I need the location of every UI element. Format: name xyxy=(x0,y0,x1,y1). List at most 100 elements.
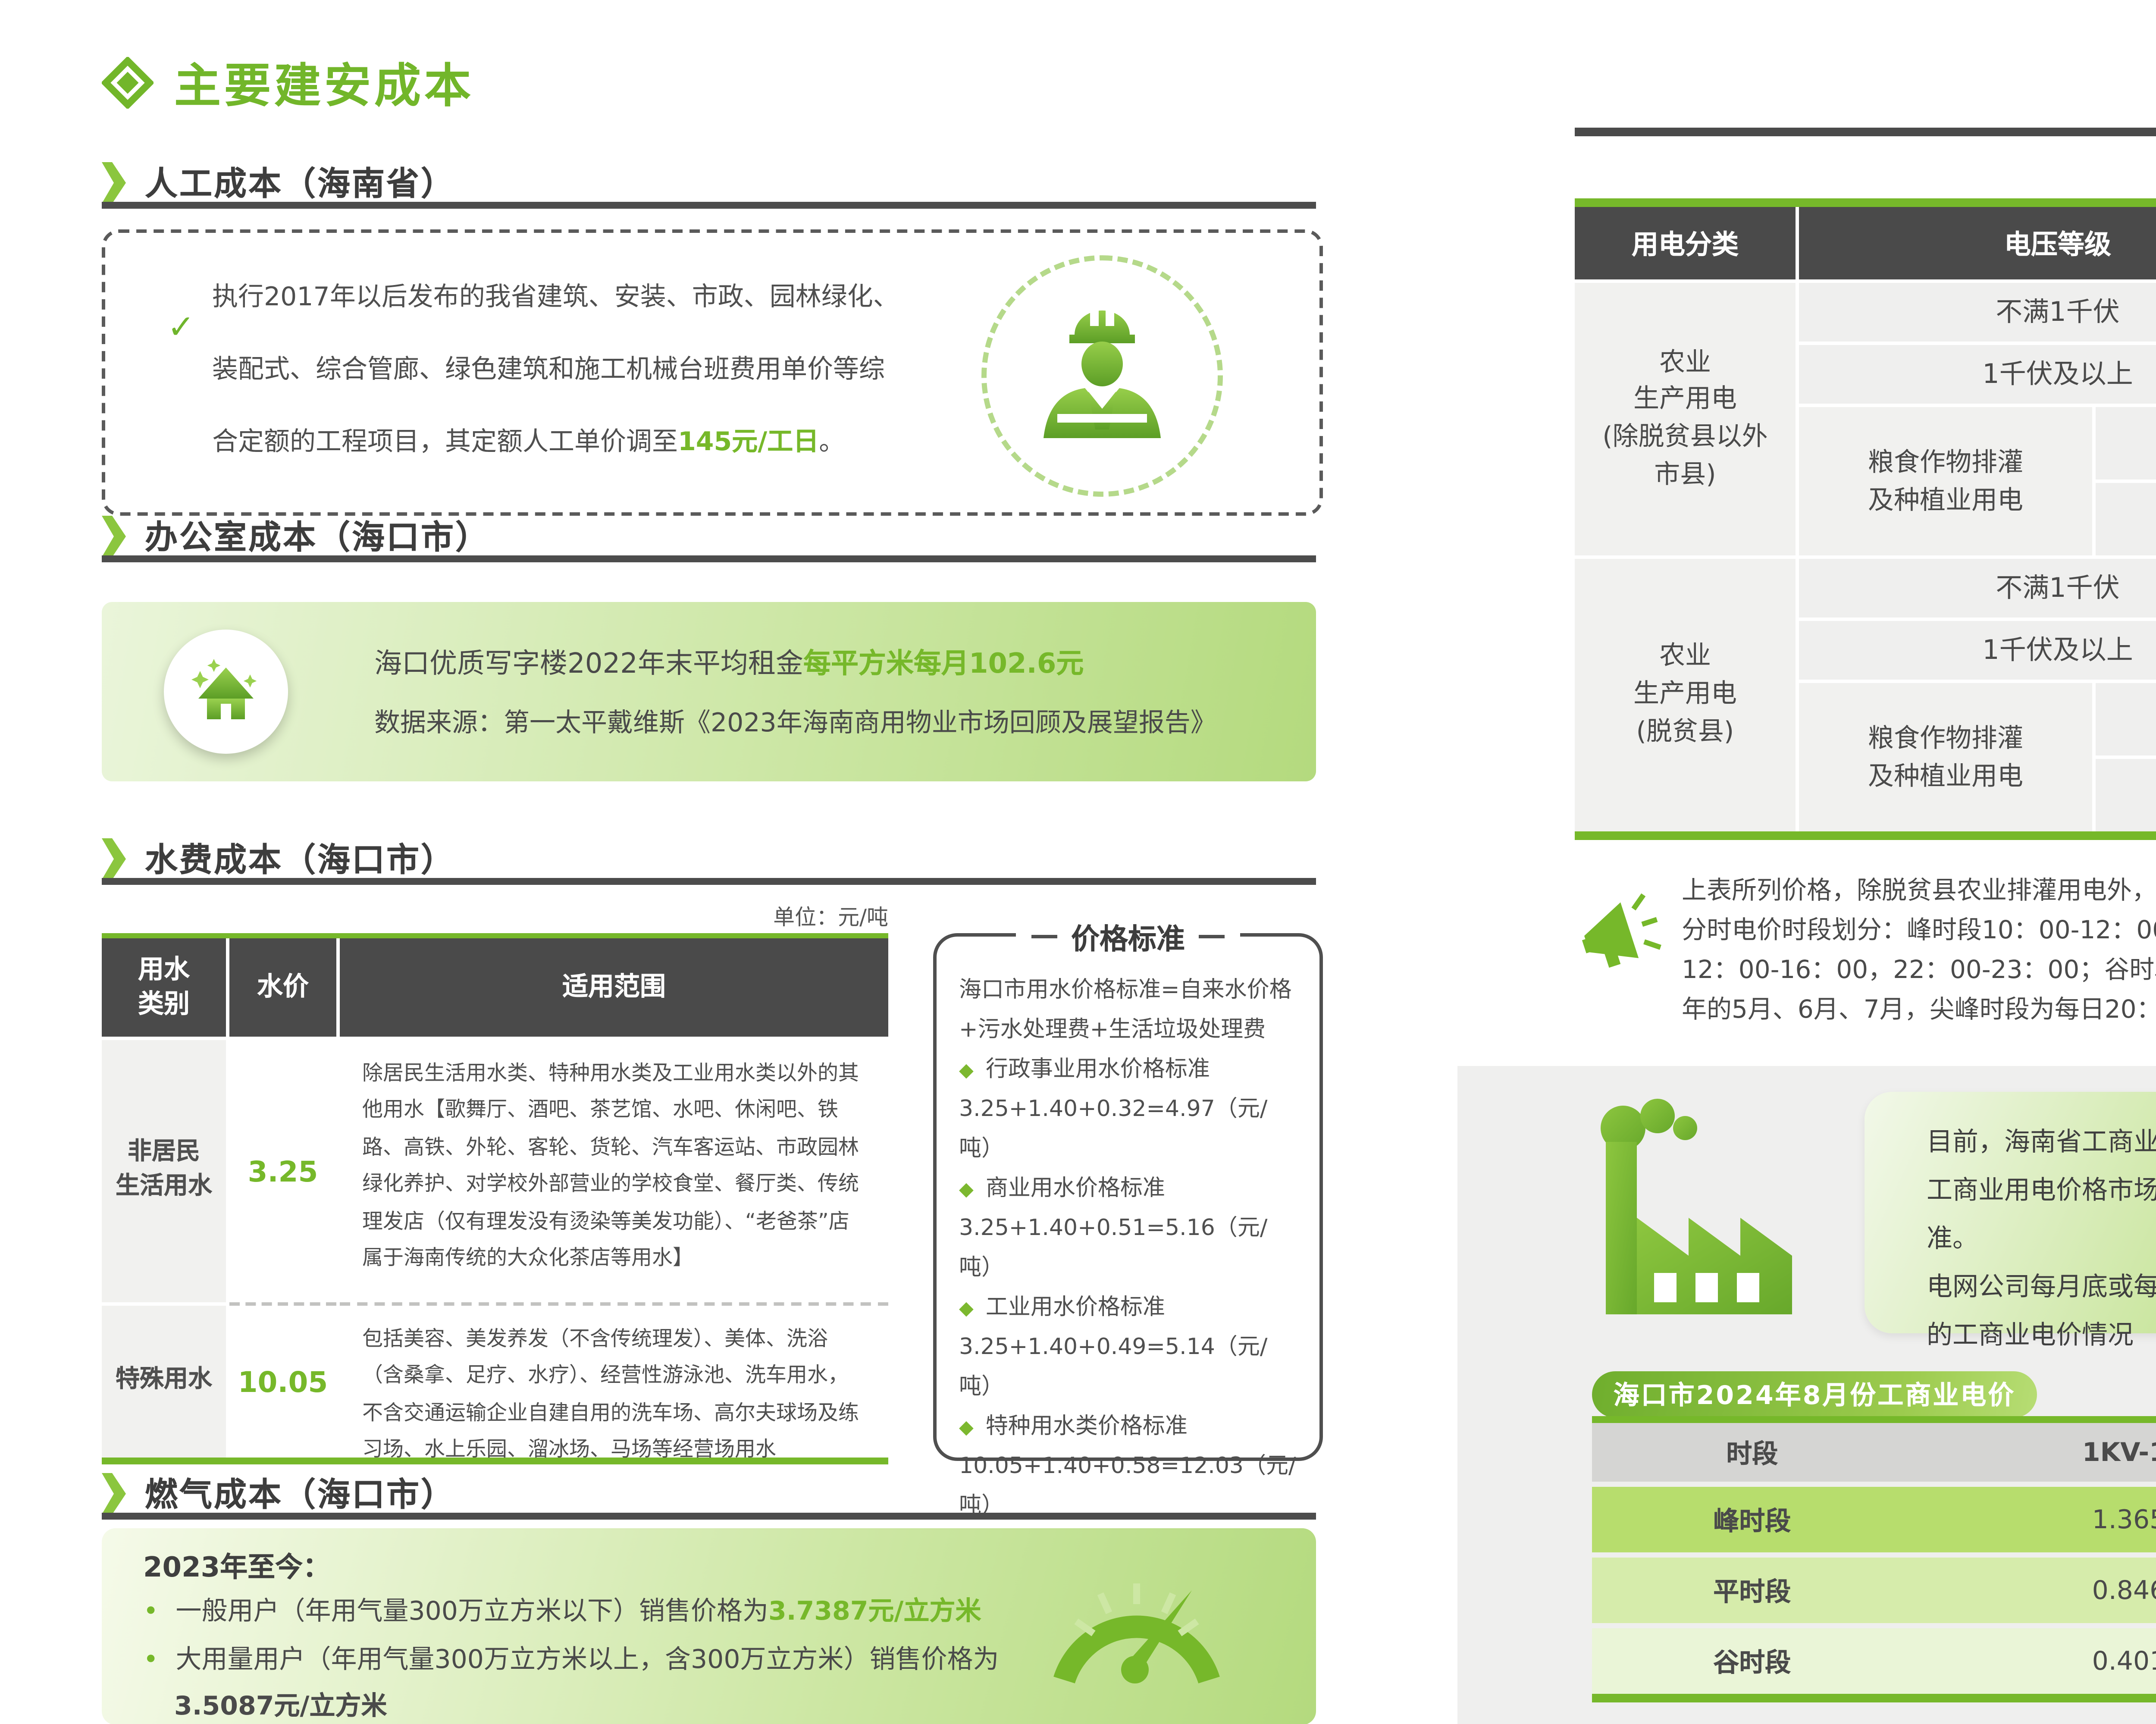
price-standard-box: 价格标准 海口市用水价格标准=自来水价格+污水处理费+生活垃圾处理费 ◆ 行政事业… xyxy=(933,916,1323,1520)
period-cell: 峰时段 xyxy=(1713,1505,1791,1536)
august-unit-label: 单位：元/千瓦时 xyxy=(2066,1385,2156,1418)
electric-subcategory-cell: 粮食作物排灌 及种植业用电 xyxy=(1799,407,2092,555)
office-rent-prefix: 海口优质写字楼2022年末平均租金 xyxy=(374,647,803,680)
water-col-header: 适用范围 xyxy=(340,938,888,1037)
electric-voltage-cell: 不满1千伏 xyxy=(1799,559,2156,618)
section-office-header: 办公室成本（海口市） xyxy=(102,512,490,559)
page-title: 主要建安成本 xyxy=(174,60,474,114)
price-standard-item: ◆ 行政事业用水价格标准 xyxy=(959,1050,1297,1090)
diamond-bullet-icon: ◆ xyxy=(959,1297,974,1320)
electric-price-table: 用电分类 电压等级 电度电价 农业 生产用电 (除脱贫县以外 市县) 不满1千伏… xyxy=(1575,198,2156,840)
construction-worker-icon xyxy=(1044,310,1161,438)
water-unit-label: 单位：元/吨 xyxy=(773,904,888,930)
water-price-table: 用水 类别 水价 适用范围 非居民 生活用水 3.25 除居民生活用水类、特种用… xyxy=(102,933,888,1464)
water-row-category: 非居民 生活用水 xyxy=(102,1040,226,1302)
diamond-bullet-icon: ◆ xyxy=(959,1416,974,1439)
water-row-price: 10.05 xyxy=(229,1306,336,1458)
office-cost-card: 海口优质写字楼2022年末平均租金每平方米每月102.6元 数据来源：第一太平戴… xyxy=(102,602,1316,781)
section-labor-underline xyxy=(102,202,1316,209)
megaphone-icon xyxy=(1582,893,1661,968)
section-office-underline xyxy=(102,555,1316,562)
period-cell: 谷时段 xyxy=(1713,1646,1791,1677)
chevron-right-icon xyxy=(102,515,126,556)
labor-rate-highlight: 145元/工日 xyxy=(678,426,819,457)
price-cell: 1.365414 xyxy=(2092,1504,2156,1535)
diamond-bullet-icon: ◆ xyxy=(959,1059,974,1081)
water-col-header: 水价 xyxy=(229,938,336,1037)
gas-bullet-1: • 一般用户（年用气量300万立方米以下）销售价格为3.7387元/立方米 xyxy=(143,1592,981,1628)
market-price-text: 目前，海南省工商业用电价格从2021年10月15日起实行市场化电价。 工商业用电… xyxy=(1927,1126,2156,1351)
megaphone-icon-wrap xyxy=(1580,887,1663,983)
august-table-bottomline xyxy=(1592,1694,2156,1702)
section-labor-header: 人工成本（海南省） xyxy=(102,159,455,205)
house-icon-circle xyxy=(164,630,288,754)
section-water-header: 水费成本（海口市） xyxy=(102,835,455,881)
gas-bullet-1-highlight: 3.7387元/立方米 xyxy=(768,1595,981,1627)
gas-intro: 2023年至今： xyxy=(143,1551,331,1583)
gas-bullet-2-text: 大用量用户（年用气量300万立方米以上，含300万立方米）销售价格为 xyxy=(175,1644,999,1675)
section-water-underline xyxy=(102,878,1316,885)
labor-info-box: ✓ 执行2017年以后发布的我省建筑、安装、市政、园林绿化、 装配式、综合管廊、… xyxy=(102,229,1323,516)
price-standard-formula: 3.25+1.40+0.32=4.97（元/吨） xyxy=(959,1097,1268,1163)
gas-cost-card: 2023年至今： • 一般用户（年用气量300万立方米以下）销售价格为3.7387… xyxy=(102,1528,1316,1724)
august-col-header: 时段 xyxy=(1726,1438,1778,1469)
water-row-scope: 除居民生活用水类、特种用水类及工业用水类以外的其他用水【歌舞厅、酒吧、茶艺馆、水… xyxy=(340,1040,888,1306)
electric-voltage-cell: 1千伏 及以上 xyxy=(2096,483,2156,555)
price-standard-formula: 3.25+1.40+0.51=5.16（元/吨） xyxy=(959,1216,1268,1282)
water-col-header: 用水 类别 xyxy=(102,938,226,1037)
labor-text-body: 执行2017年以后发布的我省建筑、安装、市政、园林绿化、 装配式、综合管廊、绿色… xyxy=(212,281,899,457)
electric-voltage-cell: 1千伏及以上 xyxy=(1799,621,2156,680)
electric-col-header: 电压等级 xyxy=(1799,207,2156,279)
water-row-price: 3.25 xyxy=(229,1040,336,1306)
chevron-right-icon xyxy=(102,837,126,879)
electric-table-grid: 用电分类 电压等级 电度电价 农业 生产用电 (除脱贫县以外 市县) 不满1千伏… xyxy=(1575,198,2156,840)
august-table-row-peak: 峰时段 1.365414 1.404684 xyxy=(1592,1487,2156,1552)
diamond-bullet-icon: ◆ xyxy=(959,1178,974,1201)
electric-voltage-cell: 1千伏及以上 xyxy=(1799,345,2156,404)
market-price-card: 目前，海南省工商业用电价格从2021年10月15日起实行市场化电价。 工商业用电… xyxy=(1865,1092,2156,1351)
dot-bullet-icon: • xyxy=(143,1644,159,1675)
gauge-icon-wrap xyxy=(1047,1545,1226,1694)
price-standard-label: 工业用水价格标准 xyxy=(985,1295,1165,1321)
price-standard-label: 商业用水价格标准 xyxy=(985,1176,1165,1202)
price-standard-item: ◆ 特种用水类价格标准 xyxy=(959,1407,1297,1447)
august-table-label: 海口市2024年8月份工商业电价 xyxy=(1592,1371,2037,1418)
electric-col-header: 用电分类 xyxy=(1575,207,1796,279)
chevron-right-icon xyxy=(102,161,126,203)
house-icon xyxy=(191,659,257,719)
electric-subcategory-cell: 粮食作物排灌 及种植业用电 xyxy=(1799,683,2092,831)
price-standard-content: 海口市用水价格标准=自来水价格+污水处理费+生活垃圾处理费 ◆ 行政事业用水价格标… xyxy=(937,937,1319,1527)
price-standard-intro: 海口市用水价格标准=自来水价格+污水处理费+生活垃圾处理费 xyxy=(959,978,1292,1044)
labor-text: 执行2017年以后发布的我省建筑、安装、市政、园林绿化、 装配式、综合管廊、绿色… xyxy=(212,260,971,478)
electric-voltage-cell: 不满 1千伏 xyxy=(2096,407,2156,480)
dot-bullet-icon: • xyxy=(143,1595,159,1627)
diamond-logo-icon xyxy=(102,56,154,108)
price-cell: 0.846413 xyxy=(2092,1575,2156,1606)
price-standard-item: ◆ 工业用水价格标准 xyxy=(959,1288,1297,1328)
factory-icon-wrap xyxy=(1578,1097,1820,1345)
electric-category-cell: 农业 生产用电 (脱贫县) xyxy=(1575,559,1796,831)
section-water-title: 水费成本（海口市） xyxy=(145,842,456,880)
august-table-header-row: 时段 1KV-10KV 1KV以下 xyxy=(1592,1423,2156,1482)
electric-unit-label: 单位：元/千瓦时 xyxy=(2066,164,2156,197)
section-gas-header: 燃气成本（海口市） xyxy=(102,1470,455,1516)
electric-voltage-cell: 不满 1千伏 xyxy=(2096,683,2156,755)
worker-icon-circle xyxy=(981,255,1223,497)
price-cell: 0.401555 xyxy=(2092,1646,2156,1677)
section-gas-underline xyxy=(102,1513,1316,1520)
water-row-scope: 包括美容、美发养发（不含传统理发）、美体、洗浴（含桑拿、足疗、水疗）、经营性游泳… xyxy=(340,1306,888,1461)
section-office-title: 办公室成本（海口市） xyxy=(145,519,490,557)
august-price-table: 时段 1KV-10KV 1KV以下 峰时段 1.365414 1.404684 … xyxy=(1592,1423,2156,1702)
section-labor-title: 人工成本（海南省） xyxy=(145,166,456,204)
section-gas-title: 燃气成本（海口市） xyxy=(145,1476,456,1514)
august-table-topline xyxy=(1592,1416,2156,1423)
august-table-row-flat: 平时段 0.846413 0.869513 xyxy=(1592,1558,2156,1623)
office-rent-highlight: 每平方米每月102.6元 xyxy=(803,647,1084,680)
office-text-block: 海口优质写字楼2022年末平均租金每平方米每月102.6元 数据来源：第一太平戴… xyxy=(374,640,1216,740)
electric-category-cell: 农业 生产用电 (除脱贫县以外 市县) xyxy=(1575,283,1796,555)
chevron-right-icon xyxy=(102,1472,126,1514)
gas-bullet-1-text: 一般用户（年用气量300万立方米以下）销售价格为 xyxy=(175,1595,768,1627)
price-standard-title: 价格标准 xyxy=(1016,916,1240,957)
electric-note-text: 上表所列价格，除脱贫县农业排灌用电外，均含国家重大水利工程建设基金0.1125分… xyxy=(1682,878,2156,1025)
